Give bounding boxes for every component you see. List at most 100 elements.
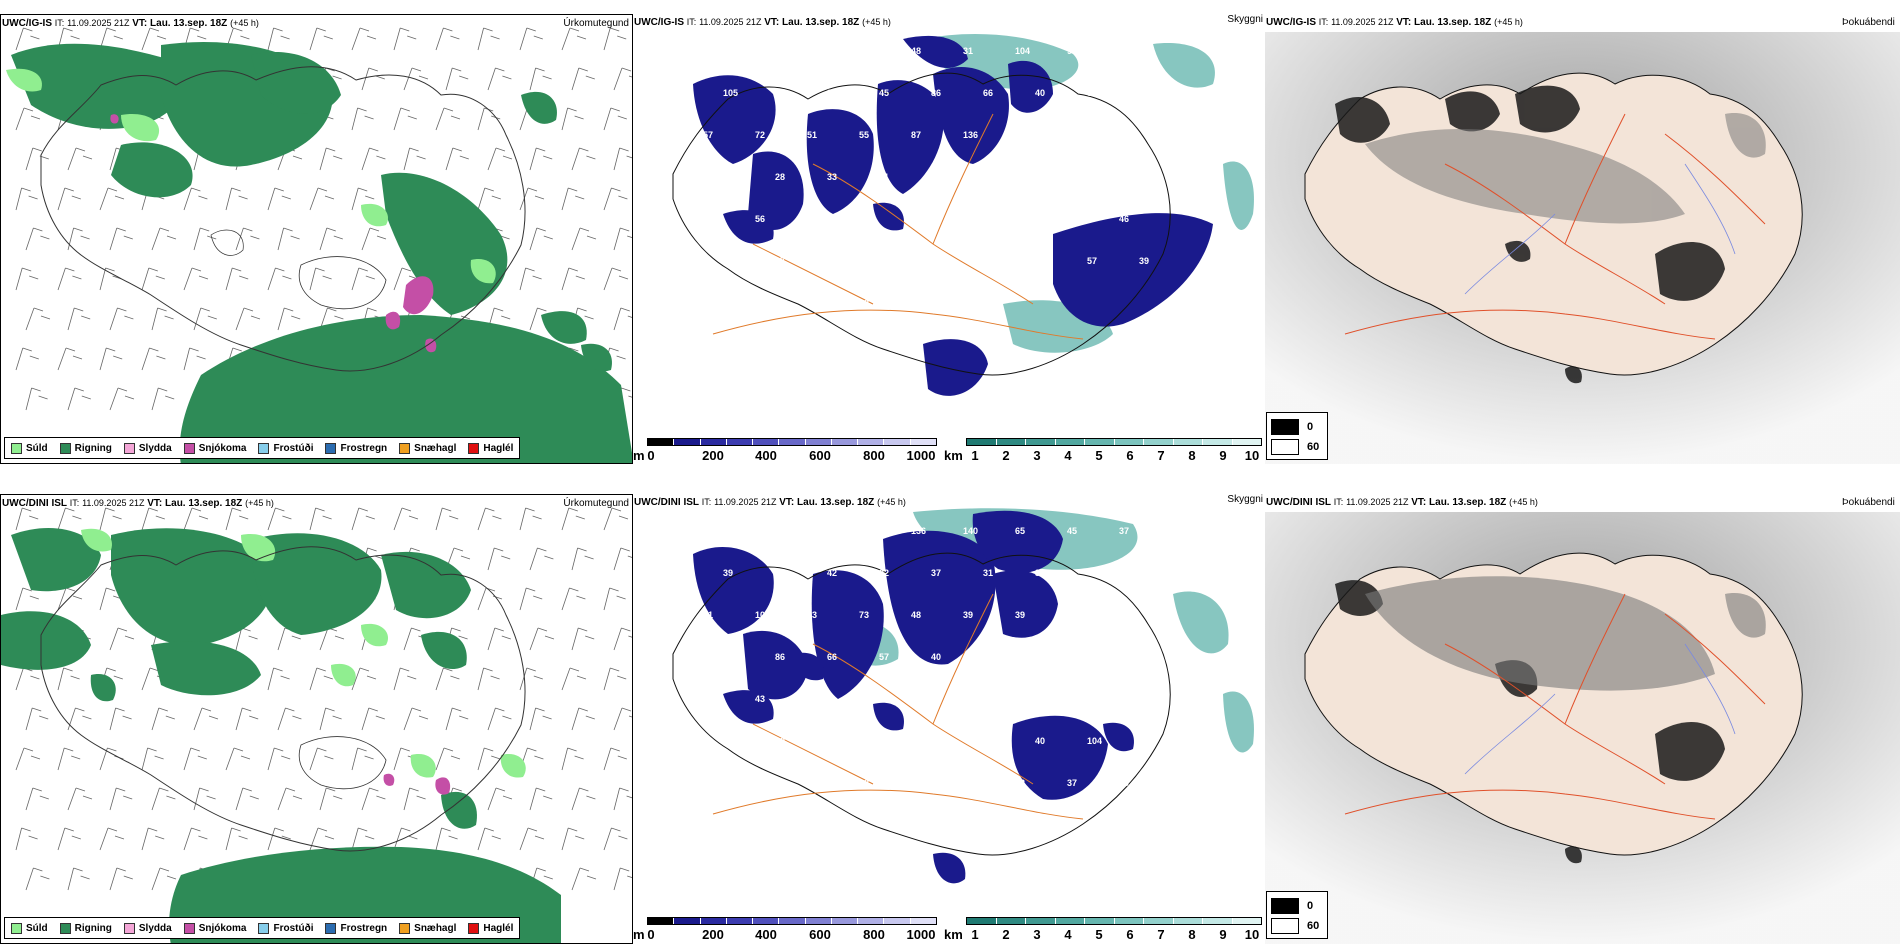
- wind-barb: [277, 787, 303, 811]
- colorbar-step: [1085, 918, 1115, 924]
- wind-barb: [571, 627, 595, 651]
- wind-barb: [319, 787, 343, 811]
- wind-barb: [435, 507, 459, 531]
- cloud-base-label: 93: [755, 46, 765, 56]
- wind-barb: [109, 787, 133, 811]
- colorbar-step: [753, 918, 780, 924]
- wind-barb: [57, 187, 81, 211]
- cloud-base-label: 31: [983, 568, 993, 578]
- visibility-tick: 3: [1033, 448, 1041, 463]
- wind-barb: [393, 507, 419, 531]
- legend-item: Haglél: [468, 922, 513, 934]
- cloud-base-label: 39: [723, 568, 733, 578]
- cloud-base-label: 55: [1139, 652, 1149, 662]
- cloud-base-label: 63: [1139, 88, 1149, 98]
- colorbar-step: [1144, 918, 1174, 924]
- wind-barb: [193, 787, 216, 811]
- wind-barb: [267, 507, 292, 531]
- legend-swatch: [123, 442, 135, 454]
- cloud-base-label: 72: [755, 130, 765, 140]
- wind-barb: [519, 27, 543, 51]
- visibility-tick: 6: [1126, 927, 1134, 942]
- colorbar-step: [996, 439, 1026, 445]
- cloud-base-label: 57: [1087, 256, 1097, 266]
- wind-barb: [25, 147, 49, 171]
- wind-barb: [309, 267, 332, 291]
- wind-barb: [529, 787, 553, 811]
- cloud-base-label: 60: [911, 214, 921, 224]
- wind-barb: [529, 67, 552, 91]
- fog-legend: 0 60: [1266, 412, 1328, 460]
- wind-barb: [183, 507, 209, 531]
- cloud-base-label: 40: [983, 256, 993, 266]
- visibility-tick: 8: [1188, 448, 1196, 463]
- wind-barb: [403, 67, 429, 91]
- wind-barb: [351, 107, 374, 131]
- colorbar-step: [726, 439, 754, 445]
- panel-header: UWC/DINI ISL IT: 11.09.2025 21Z VT: Lau.…: [634, 497, 906, 508]
- wind-barb: [225, 747, 251, 771]
- cloud-base-label: 53: [931, 172, 941, 182]
- wind-barb: [67, 867, 90, 891]
- panel-header: UWC/DINI ISL IT: 11.09.2025 21Z VT: Lau.…: [2, 498, 274, 509]
- wind-barb: [445, 147, 469, 171]
- legend-item: Rigning: [59, 922, 112, 934]
- cloud-base-label: 55: [723, 172, 733, 182]
- wind-barb: [477, 507, 502, 531]
- wind-barb: [183, 187, 208, 211]
- wind-barb: [15, 267, 39, 291]
- altitude-bar: [647, 438, 937, 446]
- fog-legend-swatch: [1271, 918, 1299, 934]
- visibility-tick: 10: [1244, 927, 1260, 942]
- wind-barb: [67, 707, 92, 731]
- visibility-colorbar: km 1 2 3 4 5 6 7 8 9 10: [944, 438, 1264, 464]
- cloud-base-label: 75: [807, 46, 817, 56]
- altitude-tick: 200: [702, 448, 724, 463]
- colorbar-step: [779, 439, 806, 445]
- wind-barb: [351, 827, 375, 851]
- cloud-base-label: 37: [827, 256, 837, 266]
- visibility-tick: 1: [971, 448, 979, 463]
- wind-barb: [603, 107, 627, 131]
- colorbar-step: [910, 918, 936, 924]
- wind-barb: [193, 707, 219, 731]
- cloud-base-label: 75: [1015, 214, 1025, 224]
- cloud-base-label: 57: [879, 652, 889, 662]
- altitude-tick: 200: [702, 927, 724, 942]
- rivers: [1464, 643, 1736, 775]
- cloud-base-areas: [693, 510, 1134, 884]
- cloud-base-label: 52: [931, 736, 941, 746]
- wind-barb: [561, 747, 584, 771]
- wind-barb: [603, 747, 627, 771]
- wind-barb: [613, 67, 632, 91]
- wind-barb: [151, 307, 174, 331]
- panel-header: UWC/IG-IS IT: 11.09.2025 21Z VT: Lau. 13…: [2, 18, 259, 29]
- wind-barb: [277, 707, 302, 731]
- wind-barb: [67, 147, 93, 171]
- cloud-base-label: 86: [807, 694, 817, 704]
- colorbar-step: [1055, 918, 1085, 924]
- wind-barb: [571, 707, 595, 731]
- wind-barb: [351, 507, 375, 531]
- roads: [712, 113, 1084, 340]
- cloud-base-label: 66: [827, 652, 837, 662]
- visibility-tick: 10: [1244, 448, 1260, 463]
- wind-barb: [267, 827, 291, 851]
- legend-item: Snæhagl: [399, 442, 456, 454]
- cloud-base-label: 52: [859, 694, 869, 704]
- legend-swatch: [325, 442, 337, 454]
- wind-barb: [183, 827, 208, 851]
- wind-barb: [225, 187, 248, 211]
- wind-barb: [519, 507, 542, 531]
- wind-barb: [561, 187, 585, 211]
- colorbar-step: [648, 439, 675, 445]
- legend-item: Snjókoma: [183, 922, 246, 934]
- wind-barb: [277, 307, 301, 331]
- wind-barb: [151, 787, 176, 811]
- wind-barb: [151, 707, 175, 731]
- wind-barb: [57, 507, 82, 531]
- wind-barb: [571, 227, 597, 251]
- cloud-base-label: 83: [775, 88, 785, 98]
- fog-legend-row: 0: [1271, 419, 1313, 435]
- precip-title: Úrkomutegund: [563, 498, 629, 509]
